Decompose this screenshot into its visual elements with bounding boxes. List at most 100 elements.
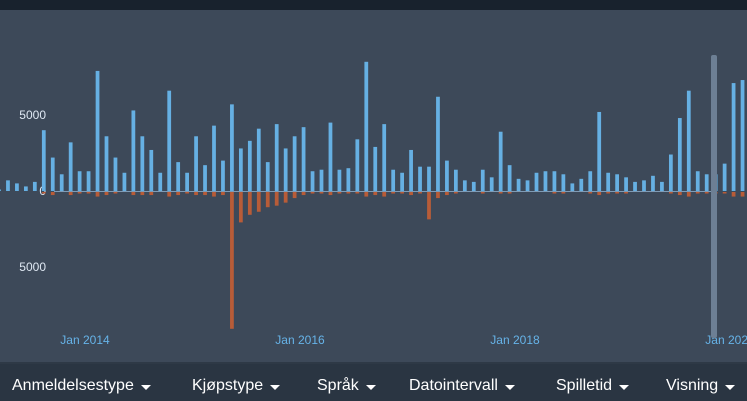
negative-review-bar[interactable]	[418, 192, 422, 194]
positive-review-bar[interactable]	[373, 146, 378, 191]
negative-review-bar[interactable]	[68, 192, 73, 196]
positive-review-bar[interactable]	[230, 104, 234, 191]
negative-review-bar[interactable]	[176, 192, 181, 196]
negative-review-bar[interactable]	[704, 192, 709, 194]
positive-review-bar[interactable]	[185, 172, 189, 191]
negative-review-bar[interactable]	[292, 192, 297, 199]
positive-review-bar[interactable]	[498, 131, 503, 191]
positive-review-bar[interactable]	[561, 174, 566, 191]
negative-review-bar[interactable]	[265, 192, 270, 208]
positive-review-bar[interactable]	[50, 157, 55, 191]
negative-review-bar[interactable]	[185, 192, 189, 194]
positive-review-bar[interactable]	[292, 136, 297, 191]
positive-review-bar[interactable]	[194, 136, 198, 191]
positive-review-bar[interactable]	[543, 171, 548, 191]
negative-review-bar[interactable]	[104, 192, 109, 196]
positive-review-bar[interactable]	[319, 169, 324, 191]
positive-review-bar[interactable]	[677, 118, 682, 191]
negative-review-bar[interactable]	[615, 192, 619, 194]
positive-review-bar[interactable]	[453, 169, 458, 191]
negative-review-bar[interactable]	[400, 192, 404, 194]
positive-review-bar[interactable]	[409, 149, 413, 191]
positive-review-bar[interactable]	[337, 169, 342, 191]
negative-review-bar[interactable]	[346, 192, 351, 194]
negative-review-bar[interactable]	[409, 192, 413, 196]
negative-review-bar[interactable]	[113, 192, 118, 194]
positive-review-bar[interactable]	[364, 61, 369, 191]
negative-review-bar[interactable]	[561, 192, 566, 194]
positive-review-bar[interactable]	[660, 181, 664, 191]
negative-review-bar[interactable]	[203, 192, 207, 196]
positive-review-bar[interactable]	[436, 96, 440, 191]
positive-review-bar[interactable]	[256, 128, 261, 191]
positive-review-bar[interactable]	[212, 125, 216, 191]
positive-review-bar[interactable]	[59, 174, 64, 191]
positive-review-bar[interactable]	[507, 165, 512, 191]
positive-review-bar[interactable]	[480, 169, 485, 191]
positive-review-bar[interactable]	[722, 163, 727, 191]
negative-review-bar[interactable]	[283, 192, 288, 203]
positive-review-bar[interactable]	[68, 142, 73, 191]
positive-review-bar[interactable]	[265, 162, 270, 191]
positive-review-bar[interactable]	[615, 174, 619, 191]
chart-scroll-handle[interactable]	[711, 55, 717, 338]
positive-review-bar[interactable]	[140, 136, 145, 191]
positive-review-bar[interactable]	[238, 148, 243, 191]
positive-review-bar[interactable]	[86, 171, 91, 191]
positive-review-bar[interactable]	[149, 149, 154, 191]
positive-review-bar[interactable]	[122, 172, 127, 191]
negative-review-bar[interactable]	[301, 192, 306, 196]
negative-review-bar[interactable]	[686, 192, 691, 197]
positive-review-bar[interactable]	[462, 180, 467, 191]
negative-review-bar[interactable]	[221, 192, 225, 196]
filter-date-range[interactable]: Datointervall	[409, 376, 515, 396]
negative-review-bar[interactable]	[677, 192, 682, 196]
negative-review-bar[interactable]	[355, 192, 360, 194]
positive-review-bar[interactable]	[704, 174, 709, 191]
positive-review-bar[interactable]	[176, 162, 181, 191]
positive-review-bar[interactable]	[167, 90, 172, 191]
positive-review-bar[interactable]	[77, 171, 82, 191]
positive-review-bar[interactable]	[552, 171, 557, 191]
negative-review-bar[interactable]	[391, 192, 396, 194]
positive-review-bar[interactable]	[695, 171, 700, 191]
negative-review-bar[interactable]	[436, 192, 440, 199]
negative-review-bar[interactable]	[212, 192, 216, 197]
negative-review-bar[interactable]	[274, 192, 279, 206]
positive-review-bar[interactable]	[597, 111, 602, 191]
negative-review-bar[interactable]	[140, 192, 145, 196]
positive-review-bar[interactable]	[355, 139, 360, 191]
positive-review-bar[interactable]	[113, 157, 118, 191]
positive-review-bar[interactable]	[23, 186, 28, 191]
negative-review-bar[interactable]	[319, 192, 324, 194]
positive-review-bar[interactable]	[588, 171, 593, 191]
negative-review-bar[interactable]	[337, 192, 342, 194]
negative-review-bar[interactable]	[167, 192, 172, 197]
negative-review-bar[interactable]	[668, 192, 673, 194]
negative-review-bar[interactable]	[597, 192, 602, 196]
positive-review-bar[interactable]	[131, 110, 136, 191]
negative-review-bar[interactable]	[86, 192, 91, 194]
negative-review-bar[interactable]	[230, 192, 234, 329]
negative-review-bar[interactable]	[731, 192, 736, 197]
positive-review-bar[interactable]	[686, 90, 691, 191]
negative-review-bar[interactable]	[131, 192, 136, 196]
positive-review-bar[interactable]	[104, 136, 109, 191]
negative-review-bar[interactable]	[588, 192, 593, 194]
negative-review-bar[interactable]	[498, 192, 503, 194]
positive-review-bar[interactable]	[525, 180, 530, 191]
positive-review-bar[interactable]	[579, 178, 584, 191]
positive-review-bar[interactable]	[471, 181, 476, 191]
positive-review-bar[interactable]	[274, 124, 279, 191]
positive-review-bar[interactable]	[221, 160, 225, 191]
positive-review-bar[interactable]	[301, 127, 306, 191]
positive-review-bar[interactable]	[445, 160, 449, 191]
positive-review-bar[interactable]	[427, 166, 431, 191]
positive-review-bar[interactable]	[606, 172, 611, 191]
negative-review-bar[interactable]	[328, 192, 333, 196]
positive-review-bar[interactable]	[534, 172, 539, 191]
filter-language[interactable]: Språk	[317, 376, 376, 396]
negative-review-bar[interactable]	[624, 192, 628, 194]
positive-review-bar[interactable]	[642, 180, 646, 191]
positive-review-bar[interactable]	[310, 171, 315, 191]
